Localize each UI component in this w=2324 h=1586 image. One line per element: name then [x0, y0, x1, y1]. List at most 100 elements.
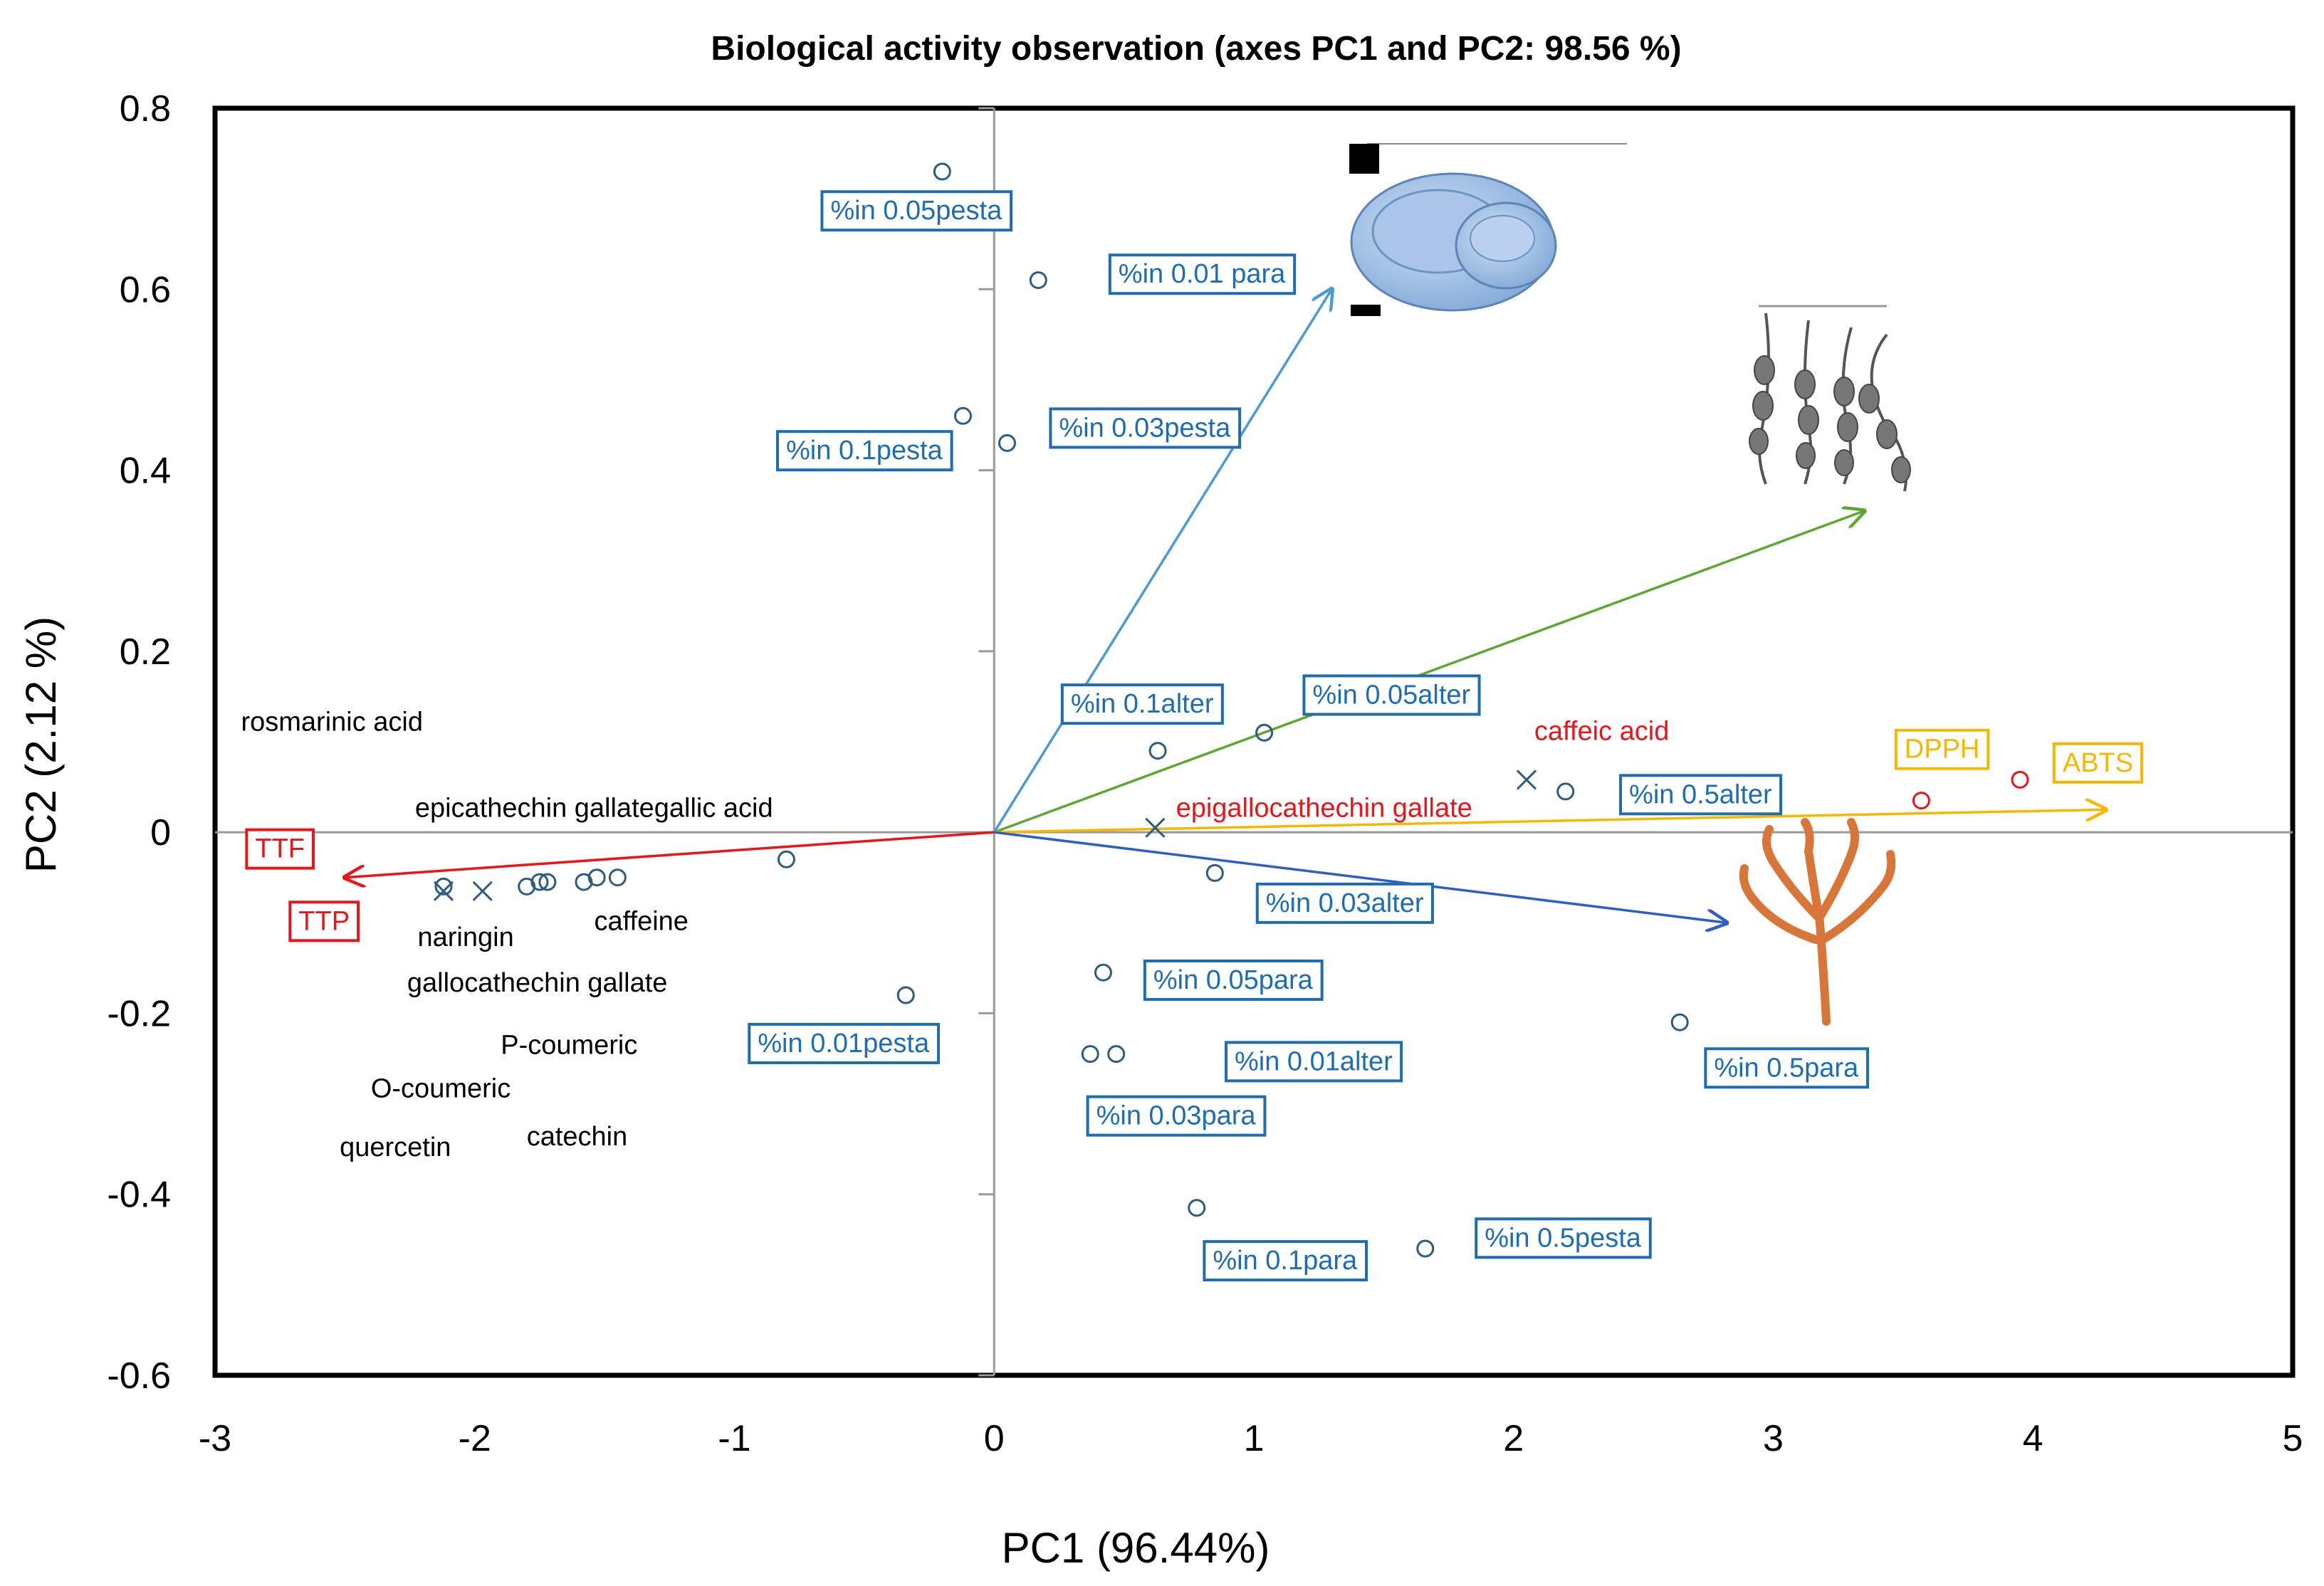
label-box: [748, 1022, 940, 1064]
label-text: %in 0.5pesta: [1485, 1223, 1642, 1253]
loading-vector: [345, 831, 995, 878]
boxed-label: %in 0.5pesta: [1475, 1217, 1652, 1259]
score-point: [1107, 1045, 1126, 1064]
score-point: [1912, 792, 1930, 810]
label-box: [820, 190, 1013, 232]
boxed-label: %in 0.03para: [1086, 1095, 1267, 1137]
cross-point: [1145, 817, 1166, 838]
score-point: [518, 877, 536, 896]
y-tick-label: 0: [150, 812, 171, 854]
label-text: DPPH: [1905, 735, 1980, 765]
label-text: TTP: [298, 906, 350, 936]
compound-label: P-coumeric: [501, 1031, 637, 1061]
loading-vector: [993, 289, 1331, 834]
score-point: [998, 434, 1016, 452]
score-point: [953, 406, 972, 425]
boxed-label: %in 0.01pesta: [748, 1022, 940, 1064]
label-box: [1086, 1095, 1267, 1137]
boxed-label: %in 0.5alter: [1619, 774, 1783, 816]
cross-point: [1516, 770, 1537, 790]
boxed-label: %in 0.01 para: [1108, 253, 1297, 295]
score-point: [1255, 723, 1274, 742]
score-point: [1029, 271, 1047, 290]
y-tick-label: 0.2: [120, 631, 171, 673]
boxed-label: %in 0.1para: [1203, 1240, 1368, 1282]
label-text: %in 0.03para: [1096, 1101, 1257, 1131]
boxed-label: %in 0.05pesta: [820, 190, 1013, 232]
loading-vector: [993, 511, 1864, 834]
compound-label: epigallocathechin gallate: [1176, 793, 1472, 823]
label-text: %in 0.01 para: [1119, 259, 1286, 289]
label-text: %in 0.01pesta: [758, 1029, 930, 1059]
label-box: [1143, 959, 1324, 1001]
score-point: [1416, 1239, 1435, 1258]
boxed-label: ABTS: [2052, 742, 2144, 784]
score-point: [1556, 782, 1575, 801]
score-point: [608, 868, 627, 887]
score-point: [434, 877, 453, 896]
label-text: %in 0.05alter: [1312, 680, 1470, 710]
label-box: [1255, 882, 1434, 924]
loading-vector: [994, 831, 1727, 923]
boxed-label: %in 0.03pesta: [1049, 407, 1242, 449]
label-text: %in 0.1alter: [1071, 689, 1214, 719]
label-box: [1619, 774, 1783, 816]
score-point: [1094, 963, 1112, 982]
y-tick-label: -0.6: [107, 1355, 171, 1397]
compound-label: quercetin: [340, 1133, 451, 1162]
loading-vectors: [345, 289, 2105, 923]
label-box: [245, 828, 315, 870]
label-box: [1224, 1041, 1403, 1083]
label-text: %in 0.5alter: [1629, 779, 1772, 809]
x-tick-label: 0: [984, 1418, 1005, 1459]
spore-chains-picture: [1749, 305, 1911, 492]
compound-label: gallocathechin gallate: [407, 968, 668, 998]
label-box: [1475, 1217, 1652, 1259]
score-point: [933, 162, 951, 181]
score-point: [777, 850, 795, 868]
label-box: [2052, 742, 2144, 784]
score-point: [2011, 770, 2029, 789]
x-axis-title: PC1 (96.44%): [1002, 1524, 1270, 1572]
x-tick-label: -1: [718, 1418, 750, 1459]
chart-title: Biological activity observation (axes PC…: [711, 30, 1681, 68]
x-tick-label: -3: [199, 1418, 231, 1459]
x-tick-label: -2: [459, 1418, 491, 1459]
boxed-label: DPPH: [1894, 728, 1990, 770]
boxed-label: TTF: [245, 828, 315, 870]
label-text: %in 0.03alter: [1266, 888, 1424, 918]
score-point: [1148, 742, 1167, 760]
boxed-label: %in 0.1alter: [1060, 683, 1224, 725]
cross-point: [433, 881, 454, 901]
x-tick-label: 5: [2283, 1418, 2303, 1459]
y-tick-label: 0.4: [120, 451, 171, 492]
label-box: [1203, 1240, 1368, 1282]
score-point: [575, 873, 593, 891]
label-box: [288, 900, 360, 942]
compound-label: caffeine: [595, 906, 689, 936]
label-box: [1894, 728, 1990, 770]
y-tick-label: -0.2: [107, 993, 171, 1034]
coral-fungus-picture: [1739, 818, 1896, 1026]
y-tick-label: 0.8: [120, 88, 171, 130]
plot-frame: [212, 105, 2296, 1378]
label-text: %in 0.03pesta: [1059, 413, 1231, 443]
x-tick-label: 4: [2023, 1418, 2043, 1459]
x-tick-label: 1: [1244, 1418, 1265, 1459]
label-text: %in 0.1para: [1213, 1246, 1358, 1276]
label-text: %in 0.05para: [1153, 965, 1314, 995]
x-tick-label: 2: [1503, 1418, 1524, 1459]
label-box: [776, 430, 953, 472]
boxed-label: TTP: [288, 900, 360, 942]
point-labels: %in 0.05pesta %in 0.01 para %in 0.1pesta %i…: [241, 190, 2144, 1282]
compound-label: catechin: [527, 1122, 628, 1152]
score-point: [1081, 1045, 1099, 1064]
y-axis-title: PC2 (2.12 %): [17, 616, 65, 873]
score-point: [538, 873, 557, 891]
score-point: [1670, 1013, 1689, 1031]
label-box: [1302, 674, 1481, 716]
boxed-label: %in 0.1pesta: [776, 430, 953, 472]
label-text: TTF: [255, 834, 305, 864]
loading-vector: [994, 809, 2105, 834]
